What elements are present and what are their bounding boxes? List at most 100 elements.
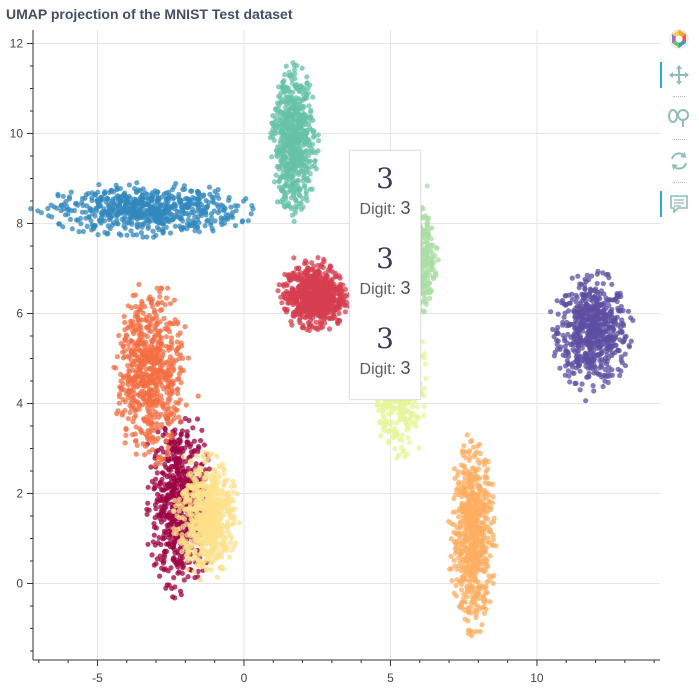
data-point — [228, 213, 235, 219]
data-point — [603, 295, 609, 301]
data-point — [172, 223, 178, 229]
data-point — [565, 349, 571, 355]
data-point — [135, 322, 141, 328]
data-point — [153, 425, 159, 431]
data-point — [619, 317, 625, 323]
data-point — [178, 215, 184, 221]
cluster-digit-1 — [28, 180, 256, 240]
data-point — [163, 438, 169, 444]
data-point — [399, 432, 405, 438]
data-point — [62, 212, 69, 218]
data-point — [451, 557, 457, 564]
data-point — [448, 566, 454, 572]
data-point — [182, 415, 188, 422]
data-point — [161, 481, 167, 487]
data-point — [457, 524, 463, 530]
data-point — [410, 420, 416, 426]
data-point — [583, 398, 589, 404]
data-point — [175, 400, 182, 406]
data-point — [423, 376, 429, 382]
data-point — [476, 460, 482, 466]
data-point — [148, 297, 154, 303]
data-point — [416, 445, 422, 451]
data-point — [161, 405, 167, 411]
data-point — [301, 104, 307, 110]
data-point — [402, 454, 408, 460]
data-point — [593, 288, 599, 295]
data-point — [51, 204, 57, 210]
data-point — [161, 401, 168, 407]
data-point — [165, 512, 171, 519]
data-point — [475, 525, 481, 531]
data-point — [192, 214, 198, 220]
data-point — [144, 506, 150, 512]
data-point — [159, 487, 165, 493]
data-point — [133, 189, 140, 195]
data-point — [243, 196, 249, 202]
data-point — [144, 314, 150, 320]
data-point — [374, 402, 380, 408]
data-point — [218, 215, 224, 221]
data-point — [583, 291, 589, 297]
data-point — [150, 369, 156, 375]
data-point — [144, 324, 150, 331]
data-point — [600, 270, 606, 276]
data-point — [275, 288, 281, 294]
data-point — [470, 465, 476, 471]
data-point — [148, 398, 154, 404]
data-point — [152, 485, 158, 491]
data-point — [166, 582, 172, 588]
data-point — [454, 566, 460, 573]
data-point — [575, 273, 581, 279]
data-point — [169, 493, 175, 499]
data-point — [454, 538, 460, 544]
data-point — [89, 227, 95, 233]
data-point — [614, 294, 620, 300]
data-point — [152, 387, 158, 393]
data-point — [68, 189, 74, 195]
data-point — [548, 309, 554, 315]
data-point — [160, 230, 166, 236]
data-point — [157, 340, 163, 346]
data-point — [169, 387, 175, 393]
data-point — [380, 412, 386, 418]
data-point — [206, 466, 212, 472]
data-point — [581, 282, 587, 288]
data-point — [585, 365, 591, 371]
data-point — [157, 289, 163, 295]
data-point — [155, 491, 161, 497]
data-point — [155, 300, 161, 306]
data-point — [140, 186, 146, 192]
data-point — [95, 232, 101, 238]
data-point — [180, 186, 186, 192]
data-point — [150, 420, 156, 426]
data-point — [486, 573, 492, 579]
data-point — [192, 575, 198, 581]
data-point — [297, 294, 303, 300]
data-point — [175, 332, 181, 338]
data-point — [155, 332, 161, 338]
data-point — [587, 322, 593, 328]
data-point — [122, 440, 128, 446]
data-point — [274, 199, 281, 205]
data-point — [312, 325, 318, 331]
data-point — [115, 221, 121, 227]
data-point — [60, 193, 66, 199]
data-point — [308, 322, 314, 328]
data-point — [116, 332, 122, 339]
data-point — [134, 232, 140, 238]
data-point — [152, 515, 158, 521]
data-point — [117, 185, 123, 192]
data-point — [171, 411, 177, 417]
data-point — [470, 629, 476, 636]
data-point — [461, 547, 467, 553]
data-point — [329, 278, 335, 284]
data-point — [149, 478, 155, 485]
data-point — [550, 326, 556, 332]
data-point — [304, 80, 310, 86]
data-point — [597, 296, 603, 302]
data-point — [147, 431, 153, 438]
data-point — [338, 295, 344, 301]
data-point — [143, 398, 149, 404]
